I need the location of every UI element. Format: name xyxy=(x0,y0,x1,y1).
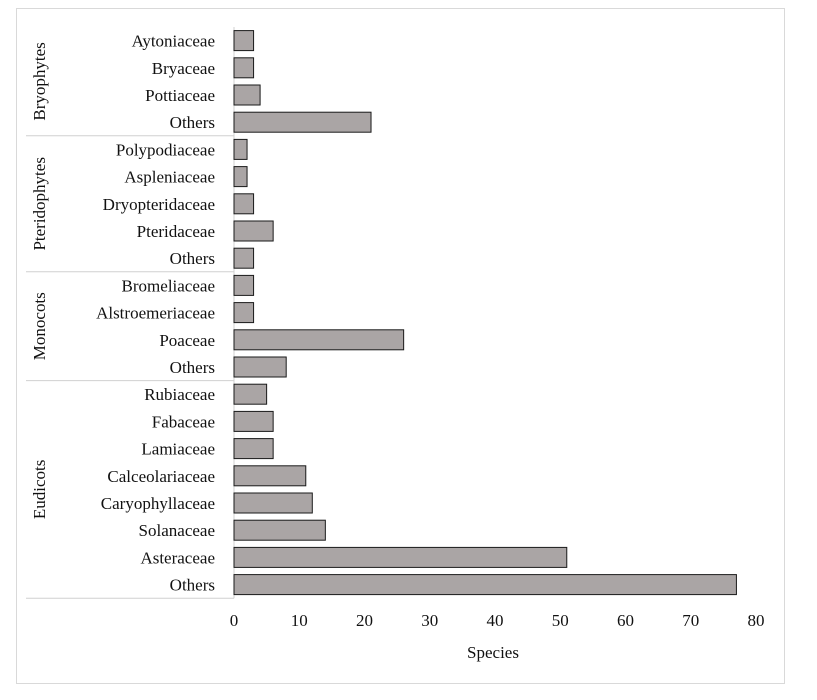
bar-monocots-bromeliaceae xyxy=(233,274,255,296)
x-tick-label: 70 xyxy=(682,611,699,630)
group-label-monocots: Monocots xyxy=(30,292,49,360)
x-axis: 0 10 20 30 40 50 60 70 80 xyxy=(230,611,765,630)
bar-eudicots-rubiaceae xyxy=(233,383,268,405)
group-label-eudicots: Eudicots xyxy=(30,460,49,520)
bar-monocots-poaceae xyxy=(233,329,405,351)
group-labels: Bryophytes Pteridophytes Monocots Eudicots xyxy=(30,42,49,519)
category-label: Pteridaceae xyxy=(137,222,215,241)
category-label: Solanaceae xyxy=(139,521,215,540)
x-axis-title: Species xyxy=(467,643,519,662)
bar-eudicots-solanaceae xyxy=(233,519,326,541)
category-label: Others xyxy=(170,113,215,132)
category-label: Rubiaceae xyxy=(144,385,215,404)
bar-pteridophytes-others xyxy=(233,247,255,269)
bar-bryophytes-pottiaceae xyxy=(233,84,261,106)
x-tick-label: 20 xyxy=(356,611,373,630)
bar-chart: BryophytesPteridophytesMonocotsEudicots … xyxy=(26,27,765,662)
bar-monocots-alstroemeriaceae xyxy=(233,302,255,324)
category-label: Bromeliaceae xyxy=(122,276,215,295)
category-label: Aspleniaceae xyxy=(124,168,215,187)
bar-bryophytes-bryaceae xyxy=(233,57,255,79)
category-label: Polypodiaceae xyxy=(116,140,215,159)
bar-pteridophytes-pteridaceae xyxy=(233,220,274,242)
category-label: Asteraceae xyxy=(140,548,215,567)
group-label-bryophytes: Bryophytes xyxy=(30,42,49,120)
category-label: Others xyxy=(170,358,215,377)
chart-frame: Bryophytes Pteridophytes Monocots Eudicots … xyxy=(16,8,785,684)
x-tick-label: 80 xyxy=(748,611,765,630)
bar-pteridophytes-dryopteridaceae xyxy=(233,193,255,215)
x-tick-label: 60 xyxy=(617,611,634,630)
category-label: Pottiaceae xyxy=(145,86,215,105)
bar-pteridophytes-polypodiaceae xyxy=(233,138,248,160)
bar-eudicots-asteraceae xyxy=(233,546,568,568)
category-label: Lamiaceae xyxy=(141,440,215,459)
x-tick-label: 40 xyxy=(487,611,504,630)
category-label: Aytoniaceae xyxy=(132,32,215,51)
x-tick-label: 10 xyxy=(291,611,308,630)
bar-eudicots-fabaceae xyxy=(233,410,274,432)
bar-bryophytes-others xyxy=(233,111,372,133)
bar-eudicots-lamiaceae xyxy=(233,438,274,460)
x-tick-label: 30 xyxy=(421,611,438,630)
category-label: Fabaceae xyxy=(152,412,215,431)
bars xyxy=(233,30,737,596)
category-label: Others xyxy=(170,576,215,595)
category-label: Others xyxy=(170,249,215,268)
category-labels: Aytoniaceae Bryaceae Pottiaceae Others Polyp… xyxy=(96,32,215,595)
group-label-pteridophytes: Pteridophytes xyxy=(30,157,49,251)
x-tick-label: 0 xyxy=(230,611,239,630)
category-label: Poaceae xyxy=(159,331,215,350)
category-label: Bryaceae xyxy=(152,59,215,78)
bar-eudicots-caryophyllaceae xyxy=(233,492,313,514)
category-label: Dryopteridaceae xyxy=(103,195,215,214)
category-label: Caryophyllaceae xyxy=(101,494,215,513)
bar-eudicots-calceolariaceae xyxy=(233,465,307,487)
x-tick-label: 50 xyxy=(552,611,569,630)
category-label: Alstroemeriaceae xyxy=(96,304,215,323)
bar-monocots-others xyxy=(233,356,287,378)
category-label: Calceolariaceae xyxy=(107,467,215,486)
bar-eudicots-others xyxy=(233,574,737,596)
bar-bryophytes-aytoniaceae xyxy=(233,30,255,52)
bar-pteridophytes-aspleniaceae xyxy=(233,166,248,188)
